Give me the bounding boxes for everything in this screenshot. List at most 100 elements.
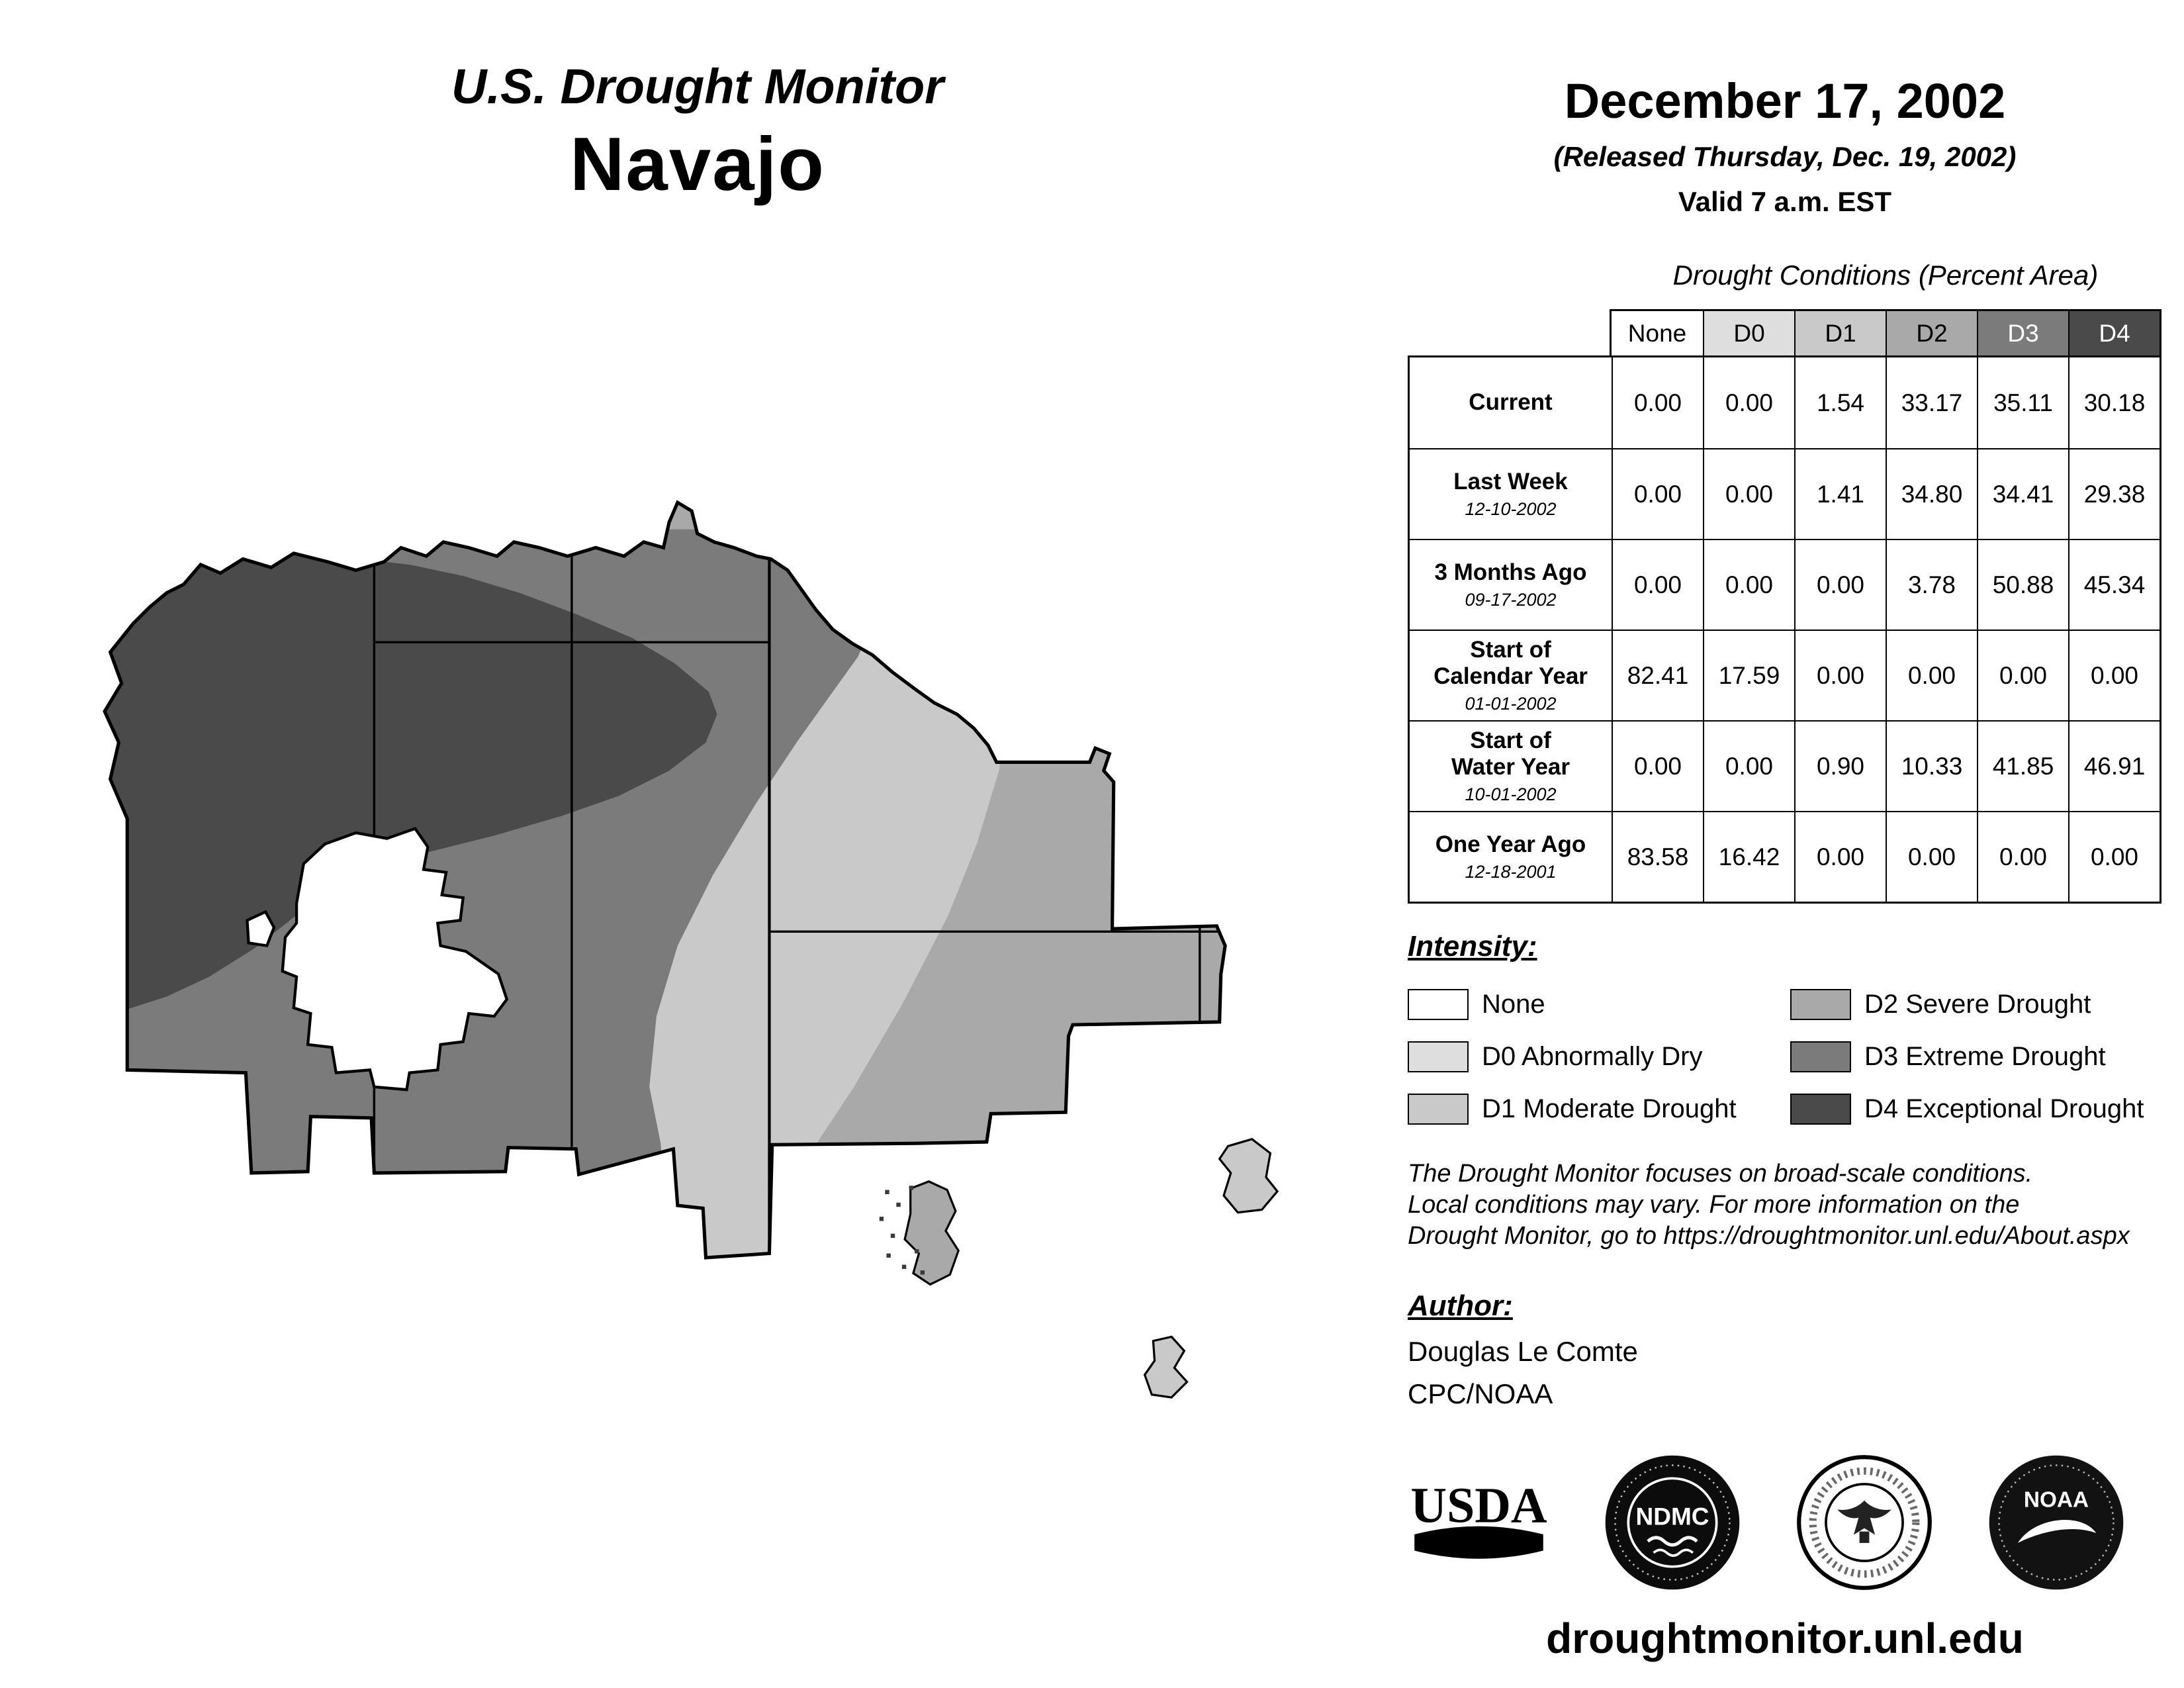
map-region-d4 xyxy=(105,553,717,1009)
value-cell: 0.00 xyxy=(1794,811,1886,902)
ndmc-logo: NDMC xyxy=(1605,1455,1740,1590)
column-header-d2: D2 xyxy=(1886,311,1977,355)
value-cell: 0.00 xyxy=(1703,720,1794,811)
footer-url: droughtmonitor.unl.edu xyxy=(1546,1615,2024,1662)
column-header-d1: D1 xyxy=(1794,311,1886,355)
region-title: Navajo xyxy=(570,122,825,207)
value-cell: 35.11 xyxy=(1977,357,2068,448)
legend-label: None xyxy=(1482,990,1545,1019)
usda-logo: USDA xyxy=(1410,1477,1547,1559)
table-header-row: None D0 D1 D2 D3 D4 xyxy=(1610,309,2161,355)
column-header-d4: D4 xyxy=(2068,311,2160,355)
value-cell: 0.00 xyxy=(1703,448,1794,539)
satellite-chapter-b xyxy=(1218,1138,1279,1214)
column-header-none: None xyxy=(1612,311,1703,355)
author-heading: Author: xyxy=(1408,1289,1513,1322)
author-name: Douglas Le Comte xyxy=(1408,1336,1638,1367)
value-cell: 0.00 xyxy=(2068,811,2160,902)
date-block: December 17, 2002 (Released Thursday, De… xyxy=(1408,73,2162,218)
value-cell: 0.00 xyxy=(1794,630,1886,720)
legend-swatch xyxy=(1408,1041,1469,1072)
value-cell: 45.34 xyxy=(2068,539,2160,630)
value-cell: 0.00 xyxy=(1703,357,1794,448)
row-label: 3 Months Ago 09-17-2002 xyxy=(1410,539,1612,630)
legend-item: D0 Abnormally Dry xyxy=(1408,1031,1790,1083)
value-cell: 46.91 xyxy=(2068,720,2160,811)
legend-swatch xyxy=(1408,1094,1469,1125)
legend-item: None xyxy=(1408,978,1790,1031)
disclaimer-line: Local conditions may vary. For more info… xyxy=(1408,1191,2020,1219)
value-cell: 30.18 xyxy=(2068,357,2160,448)
column-header-d0: D0 xyxy=(1703,311,1794,355)
map-date: December 17, 2002 xyxy=(1564,73,2006,128)
value-cell: 82.41 xyxy=(1612,630,1703,720)
reservation-boundary xyxy=(103,500,1227,1260)
commerce-seal xyxy=(1797,1455,1932,1590)
legend-label: D2 Severe Drought xyxy=(1864,990,2091,1019)
value-cell: 16.42 xyxy=(1703,811,1794,902)
drought-map-svg xyxy=(103,500,1279,1399)
value-cell: 0.00 xyxy=(1612,448,1703,539)
legend-swatch xyxy=(1408,989,1469,1020)
brand-title: U.S. Drought Monitor xyxy=(451,59,944,114)
legend-label: D3 Extreme Drought xyxy=(1864,1042,2106,1071)
value-cell: 1.41 xyxy=(1794,448,1886,539)
legend-item: D4 Exceptional Drought xyxy=(1790,1083,2161,1135)
value-cell: 34.41 xyxy=(1977,448,2068,539)
usda-logo-swoosh xyxy=(1414,1526,1543,1559)
disclaimer-line: Drought Monitor, go to https://droughtmo… xyxy=(1408,1222,2130,1250)
noaa-gull-icon xyxy=(2017,1519,2097,1543)
value-cell: 0.00 xyxy=(1977,630,2068,720)
logo-row: USDA NDMC NOAA xyxy=(1408,1453,2126,1592)
row-label: Start of Water Year 10-01-2002 xyxy=(1410,720,1612,811)
legend-label: D4 Exceptional Drought xyxy=(1864,1094,2144,1123)
value-cell: 0.00 xyxy=(1886,811,1977,902)
row-label: Current xyxy=(1410,357,1612,448)
legend-label: D0 Abnormally Dry xyxy=(1482,1042,1703,1071)
value-cell: 33.17 xyxy=(1886,357,1977,448)
value-cell: 0.00 xyxy=(1794,539,1886,630)
value-cell: 0.00 xyxy=(1703,539,1794,630)
commerce-shield-icon xyxy=(1859,1531,1870,1543)
value-cell: 0.00 xyxy=(1977,811,2068,902)
intensity-legend: None D0 Abnormally Dry D1 Moderate Drought… xyxy=(1408,978,2161,1135)
column-header-d3: D3 xyxy=(1977,311,2068,355)
valid-time: Valid 7 a.m. EST xyxy=(1678,186,1892,217)
commerce-eagle-icon xyxy=(1837,1500,1891,1535)
map-region-d1 xyxy=(649,579,1003,1258)
hopi-enclave-hole xyxy=(281,827,509,1092)
value-cell: 17.59 xyxy=(1703,630,1794,720)
value-cell: 0.00 xyxy=(1612,357,1703,448)
value-cell: 3.78 xyxy=(1886,539,1977,630)
value-cell: 1.54 xyxy=(1794,357,1886,448)
author-org: CPC/NOAA xyxy=(1408,1378,1553,1409)
legend-swatch xyxy=(1790,989,1851,1020)
legend-item: D3 Extreme Drought xyxy=(1790,1031,2161,1083)
value-cell: 0.00 xyxy=(1612,720,1703,811)
value-cell: 34.80 xyxy=(1886,448,1977,539)
row-label: One Year Ago 12-18-2001 xyxy=(1410,811,1612,902)
legend-item: D1 Moderate Drought xyxy=(1408,1083,1790,1135)
value-cell: 83.58 xyxy=(1612,811,1703,902)
title-block: U.S. Drought Monitor Navajo xyxy=(201,58,1194,208)
value-cell: 0.00 xyxy=(2068,630,2160,720)
noaa-logo: NOAA xyxy=(1989,1455,2124,1590)
disclaimer: The Drought Monitor focuses on broad-sca… xyxy=(1408,1158,2130,1252)
legend-label: D1 Moderate Drought xyxy=(1482,1094,1737,1123)
value-cell: 0.00 xyxy=(1612,539,1703,630)
table-body: Current 0.00 0.00 1.54 33.17 35.11 30.18 Last W… xyxy=(1408,355,2161,904)
row-label: Last Week 12-10-2002 xyxy=(1410,448,1612,539)
legend-swatch xyxy=(1790,1041,1851,1072)
noaa-logo-text: NOAA xyxy=(2024,1488,2089,1513)
value-cell: 29.38 xyxy=(2068,448,2160,539)
disclaimer-line: The Drought Monitor focuses on broad-sca… xyxy=(1408,1160,2033,1188)
ndmc-wave-icon xyxy=(1647,1536,1698,1547)
released-date: (Released Thursday, Dec. 19, 2002) xyxy=(1553,141,2017,172)
legend-col-left: None D0 Abnormally Dry D1 Moderate Drought xyxy=(1408,978,1790,1135)
legend-swatch xyxy=(1790,1094,1851,1125)
table-title: Drought Conditions (Percent Area) xyxy=(1672,259,2099,291)
satellite-chapter-a xyxy=(903,1180,960,1286)
drought-conditions-table: None D0 D1 D2 D3 D4 Current 0.00 0.00 1.54 33.17 3… xyxy=(1408,309,2161,904)
value-cell: 50.88 xyxy=(1977,539,2068,630)
